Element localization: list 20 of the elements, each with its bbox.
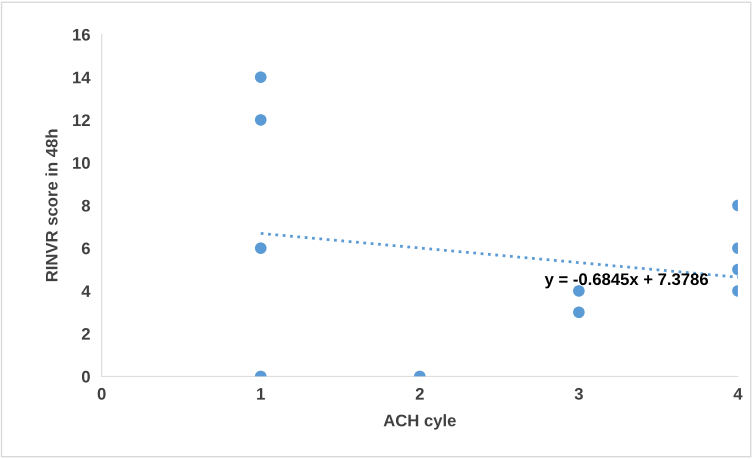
y-axis-title: RINVR score in 48h [45, 130, 58, 282]
point [254, 242, 267, 254]
y-tick-label: 10 [73, 157, 90, 169]
x-tick-label: 4 [734, 388, 742, 400]
x-tick-label: 2 [416, 388, 424, 400]
y-tick-label: 12 [73, 114, 90, 126]
y-tick-label: 16 [73, 28, 90, 41]
point [254, 71, 267, 83]
annotation: y = -0.6845x + 7.3786 [544, 273, 708, 288]
y-tick-label: 6 [82, 242, 90, 254]
y-tick-label: 0 [82, 370, 90, 383]
point [254, 114, 267, 126]
x-axis-title: ACH cyle [384, 414, 456, 430]
y-tick-label: 2 [82, 328, 90, 340]
y-tick-label: 4 [82, 285, 90, 297]
x-tick-label: 3 [574, 388, 583, 400]
x-tick-label: 1 [257, 388, 265, 400]
y-tick-label: 8 [82, 200, 90, 212]
y-tick-label: 14 [73, 72, 90, 84]
x-tick-label: 0 [98, 388, 106, 400]
